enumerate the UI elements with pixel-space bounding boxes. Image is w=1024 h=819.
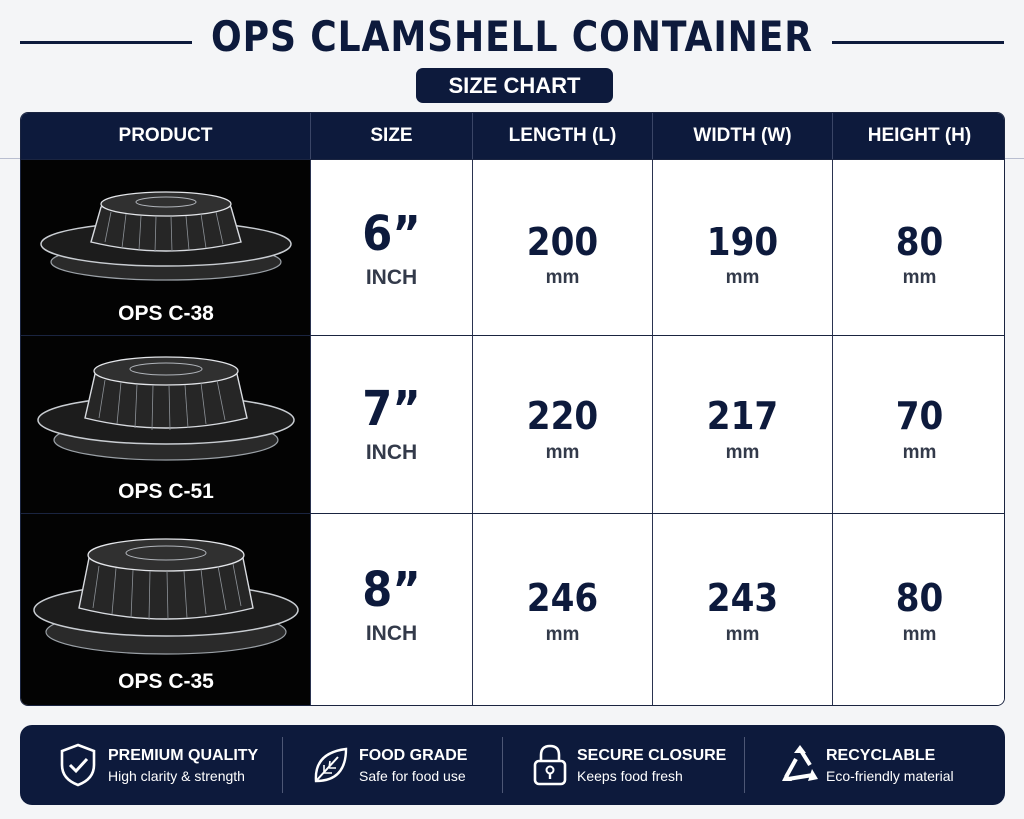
size-cell: 8” INCH [311, 514, 473, 705]
feature-premium-quality: PREMIUM QUALITY High clarity & strength [20, 725, 282, 805]
length-cell: 246 mm [473, 514, 653, 705]
size-unit: INCH [365, 441, 418, 464]
width-cell: 217 mm [653, 336, 833, 513]
feature-title: SECURE CLOSURE [577, 747, 727, 764]
table-row: OPS C-35 8” INCH 246 mm 243 mm 80 mm [21, 513, 1004, 705]
length-value: 246 [526, 576, 599, 620]
column-header-height: HEIGHT (H) [867, 125, 972, 146]
feature-subtitle: Keeps food fresh [577, 768, 683, 784]
length-unit: mm [545, 442, 580, 463]
width-unit: mm [725, 442, 760, 463]
height-value: 80 [895, 576, 944, 620]
height-value: 80 [895, 220, 944, 264]
feature-divider [502, 737, 503, 793]
product-name: OPS C-51 [118, 480, 214, 503]
feature-divider [744, 737, 745, 793]
feature-subtitle: Eco-friendly material [826, 768, 954, 784]
feature-subtitle: Safe for food use [359, 768, 466, 784]
features-banner: PREMIUM QUALITY High clarity & strength … [20, 725, 1005, 805]
feature-recyclable: RECYCLABLE Eco-friendly material [744, 725, 1005, 805]
title-row: OPS CLAMSHELL CONTAINER [0, 12, 1024, 68]
feature-food-grade: FOOD GRADE Safe for food use [282, 725, 502, 805]
lock-icon [533, 744, 567, 786]
recycle-icon [782, 745, 818, 781]
title-rule-right [832, 41, 1004, 44]
height-unit: mm [902, 442, 937, 463]
width-value: 217 [706, 394, 779, 438]
clamshell-container-image [37, 356, 295, 461]
size-chart-table: PRODUCT SIZE LENGTH (L) WIDTH (W) HEIGHT… [20, 112, 1005, 706]
height-unit: mm [902, 624, 937, 645]
shield-check-icon [60, 743, 96, 787]
width-unit: mm [725, 267, 760, 288]
length-cell: 200 mm [473, 160, 653, 335]
size-value: 6” [362, 206, 421, 262]
length-unit: mm [545, 624, 580, 645]
height-unit: mm [902, 267, 937, 288]
feature-subtitle: High clarity & strength [108, 768, 245, 784]
width-value: 190 [706, 220, 779, 264]
height-cell: 80 mm [833, 514, 1004, 705]
width-cell: 190 mm [653, 160, 833, 335]
table-row: OPS C-38 6” INCH 200 mm 190 mm 80 mm [21, 159, 1004, 335]
size-unit: INCH [365, 266, 418, 289]
product-cell: OPS C-35 [21, 514, 311, 705]
leaf-icon [314, 747, 348, 783]
size-cell: 6” INCH [311, 160, 473, 335]
subtitle-badge: SIZE CHART [416, 68, 613, 103]
length-value: 200 [526, 220, 599, 264]
column-header-width: WIDTH (W) [653, 113, 833, 159]
clamshell-container-image [40, 191, 292, 281]
feature-secure-closure: SECURE CLOSURE Keeps food fresh [502, 725, 744, 805]
page-title: OPS CLAMSHELL CONTAINER [211, 12, 813, 61]
length-unit: mm [545, 267, 580, 288]
feature-title: FOOD GRADE [359, 747, 468, 764]
table-header: PRODUCT SIZE LENGTH (L) WIDTH (W) HEIGHT… [21, 113, 1004, 159]
product-name: OPS C-38 [118, 302, 214, 325]
size-unit: INCH [365, 622, 418, 645]
width-cell: 243 mm [653, 514, 833, 705]
table-row: OPS C-51 7” INCH 220 mm 217 mm 70 mm [21, 335, 1004, 513]
column-header-product: PRODUCT [21, 113, 311, 159]
product-cell: OPS C-51 [21, 336, 311, 513]
height-cell: 70 mm [833, 336, 1004, 513]
feature-divider [282, 737, 283, 793]
title-rule-left [20, 41, 192, 44]
length-cell: 220 mm [473, 336, 653, 513]
size-value: 7” [362, 381, 421, 437]
product-cell: OPS C-38 [21, 160, 311, 335]
height-cell: 80 mm [833, 160, 1004, 335]
size-cell: 7” INCH [311, 336, 473, 513]
feature-title: PREMIUM QUALITY [108, 747, 259, 764]
width-unit: mm [725, 624, 760, 645]
column-header-length: LENGTH (L) [473, 113, 653, 159]
clamshell-container-image [33, 538, 299, 655]
width-value: 243 [706, 576, 779, 620]
product-name: OPS C-35 [118, 670, 214, 693]
size-value: 8” [362, 562, 421, 618]
feature-title: RECYCLABLE [826, 747, 936, 764]
length-value: 220 [526, 394, 599, 438]
height-value: 70 [895, 394, 944, 438]
column-header-size: SIZE [311, 113, 473, 159]
